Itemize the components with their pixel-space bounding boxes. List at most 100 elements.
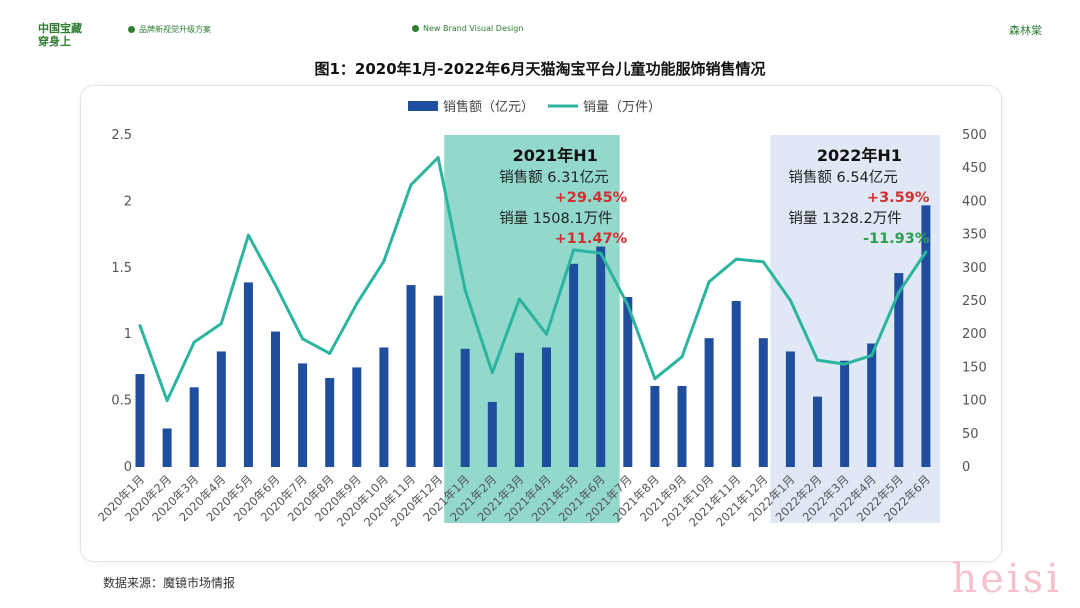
bar-sales [460, 348, 470, 467]
highlight-2021-h1 [444, 135, 620, 523]
line-point [761, 260, 765, 264]
right-axis-tick: 250 [962, 294, 987, 309]
tagline-2-text: New Brand Visual Design [423, 24, 524, 33]
line-point [788, 298, 792, 302]
left-axis-tick: 2.5 [111, 128, 132, 143]
bar-sales [298, 363, 308, 467]
line-point [680, 355, 684, 359]
line-point [734, 257, 738, 261]
line-point [219, 322, 223, 326]
line-point [572, 248, 576, 252]
bar-sales [189, 387, 199, 467]
right-axis-tick: 300 [962, 261, 987, 276]
annotation-2022-volume-change: -11.93% [863, 231, 930, 247]
bar-sales [894, 273, 904, 467]
right-axis-tick: 50 [962, 427, 979, 442]
tagline-1-text: 品牌新视觉升级方案 [139, 25, 211, 34]
bar-sales [542, 347, 551, 467]
bar-sales [243, 282, 253, 467]
bar-sales [813, 396, 822, 467]
annotation-2022-sales-change: +3.59% [867, 190, 930, 206]
bar-sales [135, 374, 145, 467]
line-point [138, 324, 142, 328]
bar-sales [433, 295, 443, 467]
bar-sales [731, 301, 741, 467]
bar-sales [758, 338, 768, 467]
annotation-2021-volume-change: +11.47% [555, 231, 628, 247]
bar-sales [677, 385, 687, 467]
line-point [870, 353, 874, 357]
annotation-2021-sales: 销售额 6.31亿元 [499, 169, 608, 186]
annotation-2021-sales-change: +29.45% [555, 190, 628, 206]
brand-logo: 中国宝藏 穿身上 [38, 22, 82, 48]
legend-line-label: 销量（万件） [583, 100, 661, 115]
brand-line1: 中国宝藏 [38, 22, 82, 35]
annotation-2021-title: 2021年H1 [513, 146, 598, 165]
line-point [274, 283, 277, 287]
line-point [897, 290, 901, 294]
right-axis-tick: 200 [962, 327, 987, 342]
bullet-dot-icon [412, 25, 419, 32]
bar-sales [867, 343, 877, 467]
annotation-2022-volume: 销量 1328.2万件 [788, 210, 901, 227]
line-point [653, 377, 657, 381]
annotation-2022-sales: 销售额 6.54亿元 [788, 169, 897, 186]
line-point [843, 362, 847, 366]
bar-sales [271, 331, 280, 467]
bar-sales [596, 246, 606, 467]
annotation-2022-title: 2022年H1 [817, 146, 902, 165]
line-point [409, 183, 413, 187]
line-point [246, 233, 250, 237]
bar-sales [514, 352, 524, 467]
left-axis-tick: 1.5 [111, 261, 132, 276]
line-point [626, 303, 630, 307]
line-point [517, 297, 521, 301]
highlight-2022-h1 [770, 135, 940, 523]
line-point [301, 337, 305, 341]
chart-card [80, 85, 1002, 562]
bar-sales [406, 285, 416, 467]
left-axis-tick: 0.5 [111, 394, 132, 409]
line-point [924, 250, 928, 254]
brand-line2: 穿身上 [38, 35, 71, 48]
chart-title: 图1：2020年1月-2022年6月天猫淘宝平台儿童功能服饰销售情况 [314, 60, 766, 78]
line-point [490, 371, 494, 375]
right-axis-tick: 450 [962, 161, 987, 176]
bar-sales [785, 351, 795, 467]
bar-sales [216, 351, 226, 467]
line-point [192, 340, 196, 344]
bar-sales [162, 428, 172, 467]
bar-sales [352, 367, 362, 467]
right-axis-tick: 100 [962, 394, 987, 409]
left-axis-tick: 0 [124, 460, 132, 475]
bar-sales [650, 385, 660, 467]
line-volume [138, 156, 928, 403]
line-point [436, 156, 440, 160]
line-point [382, 259, 386, 263]
left-axis-tick: 2 [124, 194, 132, 209]
bullet-dot-icon [128, 26, 135, 33]
watermark: heisi [951, 556, 1062, 602]
line-point [599, 251, 603, 255]
data-source: 数据来源：魔镜市场情报 [103, 576, 236, 590]
bar-sales [921, 205, 931, 467]
right-axis-tick: 150 [962, 360, 987, 375]
legend-bar-swatch [408, 101, 438, 111]
line-point [355, 302, 359, 306]
bar-sales [325, 378, 335, 467]
bar-sales [840, 360, 850, 467]
bar-sales [487, 401, 497, 467]
right-axis-tick: 400 [962, 194, 987, 209]
line-point [816, 358, 819, 362]
bar-sales [704, 338, 714, 467]
right-axis-tick: 500 [962, 128, 987, 143]
left-axis-tick: 1 [124, 327, 132, 342]
bar-sales [623, 297, 633, 467]
right-axis-tick: 0 [962, 460, 970, 475]
line-point [165, 399, 169, 403]
legend-bar-label: 销售额（亿元） [443, 99, 534, 115]
bar-sales [379, 347, 389, 467]
line-point [463, 288, 467, 292]
tagline-1: 品牌新视觉升级方案 [128, 24, 211, 35]
